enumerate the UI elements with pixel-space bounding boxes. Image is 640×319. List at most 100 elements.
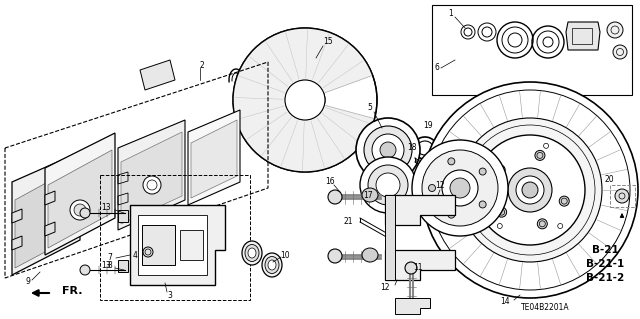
Text: FR.: FR. (62, 286, 83, 296)
Circle shape (285, 80, 325, 120)
Polygon shape (140, 60, 175, 90)
Polygon shape (191, 120, 237, 198)
Polygon shape (395, 298, 430, 314)
Ellipse shape (268, 260, 276, 270)
Polygon shape (12, 209, 22, 223)
Circle shape (70, 200, 90, 220)
Bar (610, 185, 635, 207)
Circle shape (508, 168, 552, 212)
Bar (432, 5, 632, 95)
Ellipse shape (245, 244, 259, 262)
Circle shape (497, 207, 507, 217)
Circle shape (495, 165, 505, 175)
Circle shape (360, 157, 416, 213)
Text: 19: 19 (423, 122, 433, 130)
Polygon shape (142, 225, 175, 265)
Circle shape (607, 22, 623, 38)
Text: 5: 5 (367, 103, 372, 113)
Text: 13: 13 (101, 261, 111, 270)
Circle shape (538, 219, 547, 229)
Circle shape (143, 247, 153, 257)
Ellipse shape (248, 248, 256, 258)
Circle shape (535, 150, 545, 160)
Circle shape (356, 118, 420, 182)
Polygon shape (48, 150, 112, 248)
Polygon shape (180, 230, 203, 260)
Polygon shape (385, 195, 455, 225)
Ellipse shape (242, 241, 262, 265)
Circle shape (479, 168, 486, 175)
Polygon shape (121, 132, 182, 224)
Circle shape (422, 82, 638, 298)
Circle shape (376, 173, 400, 197)
Text: B-21-2: B-21-2 (586, 273, 624, 283)
Circle shape (372, 134, 404, 166)
Text: 10: 10 (280, 250, 290, 259)
Text: 21: 21 (343, 218, 353, 226)
Circle shape (328, 190, 342, 204)
Text: 8: 8 (108, 262, 113, 271)
Polygon shape (118, 120, 185, 230)
Polygon shape (12, 236, 22, 250)
Text: 2: 2 (200, 61, 204, 70)
Text: 4: 4 (132, 250, 138, 259)
Polygon shape (566, 22, 600, 50)
Text: 13: 13 (101, 203, 111, 211)
Circle shape (448, 158, 455, 165)
Text: B-21: B-21 (591, 245, 618, 255)
Polygon shape (138, 215, 207, 275)
Circle shape (422, 150, 498, 226)
Circle shape (458, 118, 602, 262)
Text: 7: 7 (108, 254, 113, 263)
Circle shape (479, 201, 486, 208)
Circle shape (364, 126, 412, 174)
Polygon shape (12, 152, 80, 275)
Circle shape (448, 211, 455, 218)
Text: 20: 20 (604, 175, 614, 184)
Circle shape (80, 265, 90, 275)
Text: TE04B2201A: TE04B2201A (521, 303, 570, 313)
Polygon shape (118, 210, 128, 222)
Text: 6: 6 (435, 63, 440, 72)
Ellipse shape (362, 248, 378, 262)
Circle shape (522, 182, 538, 198)
Circle shape (368, 165, 408, 205)
Polygon shape (385, 250, 455, 280)
Polygon shape (188, 110, 240, 205)
Text: 18: 18 (407, 144, 417, 152)
Circle shape (475, 135, 585, 245)
Circle shape (442, 170, 478, 206)
Polygon shape (45, 222, 55, 236)
Text: 12: 12 (380, 284, 390, 293)
Circle shape (615, 189, 629, 203)
Text: 11: 11 (413, 263, 423, 272)
Text: 16: 16 (325, 177, 335, 187)
Ellipse shape (362, 188, 378, 202)
Polygon shape (385, 195, 395, 280)
Text: B-21-1: B-21-1 (586, 259, 624, 269)
Ellipse shape (265, 256, 279, 273)
Ellipse shape (262, 253, 282, 277)
Circle shape (559, 196, 569, 206)
Polygon shape (45, 191, 55, 205)
Text: 9: 9 (26, 278, 31, 286)
Polygon shape (118, 260, 128, 272)
Polygon shape (130, 205, 225, 285)
Polygon shape (233, 28, 374, 172)
Text: 12: 12 (435, 181, 445, 189)
Text: 1: 1 (449, 10, 453, 19)
Polygon shape (15, 166, 77, 268)
Text: 3: 3 (168, 291, 172, 300)
Circle shape (516, 176, 544, 204)
Circle shape (405, 262, 417, 274)
Circle shape (328, 249, 342, 263)
Circle shape (412, 140, 508, 236)
Circle shape (613, 45, 627, 59)
Polygon shape (45, 133, 115, 255)
Circle shape (143, 176, 161, 194)
Circle shape (80, 208, 90, 218)
Text: 14: 14 (500, 298, 510, 307)
Circle shape (429, 184, 435, 191)
Text: 17: 17 (363, 190, 373, 199)
Text: 15: 15 (323, 38, 333, 47)
